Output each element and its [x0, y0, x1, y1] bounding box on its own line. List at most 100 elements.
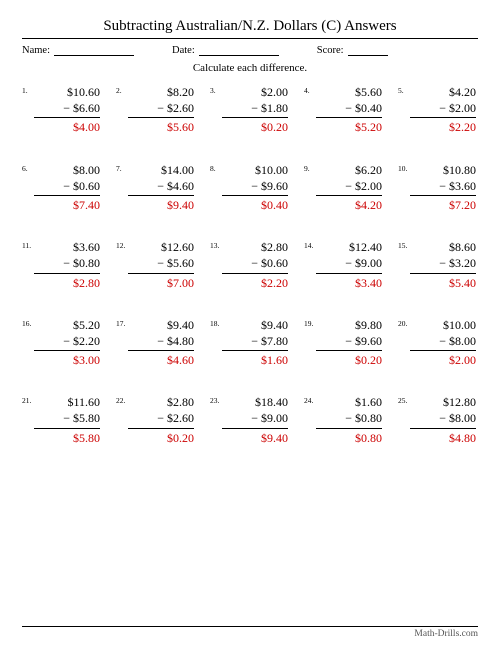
problems-grid: 1.$10.60− $6.60$4.00 2.$8.20− $2.60$5.60 3… — [22, 84, 478, 446]
problem-stack: $4.20− $2.00$2.20 — [410, 84, 478, 136]
subtrahend: − $0.60 — [222, 255, 288, 273]
problem: 14.$12.40− $9.00$3.40 — [304, 239, 384, 291]
problem: 23.$18.40− $9.00$9.40 — [210, 394, 290, 446]
problem-number: 14. — [304, 239, 316, 250]
meta-row: Name: Date: Score: — [22, 45, 478, 56]
date-blank[interactable] — [199, 45, 279, 56]
problem-number: 12. — [116, 239, 128, 250]
minuend: $1.60 — [316, 394, 382, 410]
minuend: $8.60 — [410, 239, 476, 255]
problem-stack: $8.00− $0.60$7.40 — [34, 162, 102, 214]
problem-number: 22. — [116, 394, 128, 405]
problem-stack: $12.80− $8.00$4.80 — [410, 394, 478, 446]
page-title: Subtracting Australian/N.Z. Dollars (C) … — [22, 18, 478, 35]
problem-number: 9. — [304, 162, 316, 173]
answer: $3.40 — [316, 274, 382, 291]
name-label: Name: — [22, 45, 50, 56]
subtrahend: − $8.00 — [410, 410, 476, 428]
subtrahend: − $9.00 — [316, 255, 382, 273]
problem: 10.$10.80− $3.60$7.20 — [398, 162, 478, 214]
answer: $0.80 — [316, 429, 382, 446]
minuend: $10.00 — [222, 162, 288, 178]
subtrahend: − $2.60 — [128, 410, 194, 428]
minuend: $14.00 — [128, 162, 194, 178]
problem-stack: $10.00− $9.60$0.40 — [222, 162, 290, 214]
answer: $5.40 — [410, 274, 476, 291]
problem: 12.$12.60− $5.60$7.00 — [116, 239, 196, 291]
subtrahend: − $9.60 — [316, 333, 382, 351]
subtrahend: − $0.80 — [316, 410, 382, 428]
minuend: $10.00 — [410, 317, 476, 333]
problem: 1.$10.60− $6.60$4.00 — [22, 84, 102, 136]
minuend: $9.80 — [316, 317, 382, 333]
subtrahend: − $3.60 — [410, 178, 476, 196]
minuend: $3.60 — [34, 239, 100, 255]
problem-number: 6. — [22, 162, 34, 173]
problem: 25.$12.80− $8.00$4.80 — [398, 394, 478, 446]
subtrahend: − $2.00 — [316, 178, 382, 196]
score-blank[interactable] — [348, 45, 388, 56]
problem-stack: $9.40− $7.80$1.60 — [222, 317, 290, 369]
problem: 2.$8.20− $2.60$5.60 — [116, 84, 196, 136]
problem-number: 13. — [210, 239, 222, 250]
problem-stack: $9.40− $4.80$4.60 — [128, 317, 196, 369]
problem-number: 19. — [304, 317, 316, 328]
answer: $0.20 — [128, 429, 194, 446]
minuend: $8.00 — [34, 162, 100, 178]
problem-stack: $8.20− $2.60$5.60 — [128, 84, 196, 136]
answer: $7.40 — [34, 196, 100, 213]
answer: $2.20 — [222, 274, 288, 291]
problem-number: 1. — [22, 84, 34, 95]
subtrahend: − $0.60 — [34, 178, 100, 196]
answer: $5.20 — [316, 118, 382, 135]
subtrahend: − $9.00 — [222, 410, 288, 428]
subtrahend: − $4.80 — [128, 333, 194, 351]
answer: $2.00 — [410, 351, 476, 368]
worksheet-page: Subtracting Australian/N.Z. Dollars (C) … — [0, 0, 500, 647]
problem-number: 20. — [398, 317, 410, 328]
minuend: $10.80 — [410, 162, 476, 178]
subtrahend: − $5.60 — [128, 255, 194, 273]
problem-stack: $11.60− $5.80$5.80 — [34, 394, 102, 446]
problem-number: 21. — [22, 394, 34, 405]
problem: 15.$8.60− $3.20$5.40 — [398, 239, 478, 291]
problem-stack: $10.60− $6.60$4.00 — [34, 84, 102, 136]
answer: $3.00 — [34, 351, 100, 368]
answer: $0.40 — [222, 196, 288, 213]
problem: 3.$2.00− $1.80$0.20 — [210, 84, 290, 136]
problem-number: 10. — [398, 162, 410, 173]
problem-stack: $8.60− $3.20$5.40 — [410, 239, 478, 291]
problem-number: 8. — [210, 162, 222, 173]
answer: $9.40 — [128, 196, 194, 213]
minuend: $5.60 — [316, 84, 382, 100]
problem: 13.$2.80− $0.60$2.20 — [210, 239, 290, 291]
problem-number: 7. — [116, 162, 128, 173]
title-rule — [22, 38, 478, 39]
answer: $1.60 — [222, 351, 288, 368]
problem-number: 23. — [210, 394, 222, 405]
problem-number: 5. — [398, 84, 410, 95]
problem: 7.$14.00− $4.60$9.40 — [116, 162, 196, 214]
answer: $7.00 — [128, 274, 194, 291]
name-blank[interactable] — [54, 45, 134, 56]
minuend: $9.40 — [222, 317, 288, 333]
subtrahend: − $7.80 — [222, 333, 288, 351]
problem: 9.$6.20− $2.00$4.20 — [304, 162, 384, 214]
problem: 8.$10.00− $9.60$0.40 — [210, 162, 290, 214]
minuend: $2.80 — [222, 239, 288, 255]
problem-number: 25. — [398, 394, 410, 405]
problem: 5.$4.20− $2.00$2.20 — [398, 84, 478, 136]
answer: $4.60 — [128, 351, 194, 368]
answer: $2.80 — [34, 274, 100, 291]
problem-stack: $9.80− $9.60$0.20 — [316, 317, 384, 369]
subtrahend: − $2.20 — [34, 333, 100, 351]
problem: 11.$3.60− $0.80$2.80 — [22, 239, 102, 291]
problem: 19.$9.80− $9.60$0.20 — [304, 317, 384, 369]
subtrahend: − $8.00 — [410, 333, 476, 351]
problem-number: 2. — [116, 84, 128, 95]
subtrahend: − $0.80 — [34, 255, 100, 273]
problem-number: 16. — [22, 317, 34, 328]
answer: $0.20 — [222, 118, 288, 135]
minuend: $6.20 — [316, 162, 382, 178]
minuend: $4.20 — [410, 84, 476, 100]
